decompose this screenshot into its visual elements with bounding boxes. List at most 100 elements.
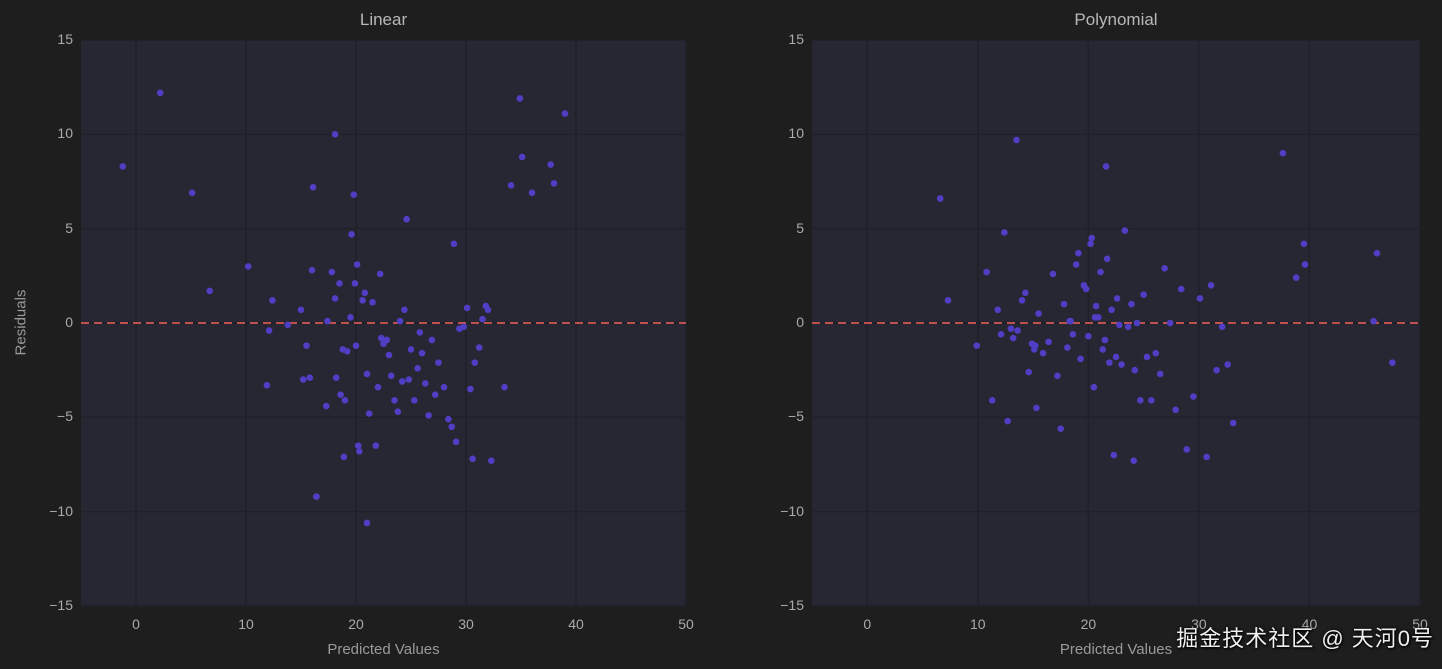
data-point (1106, 359, 1113, 366)
data-point (356, 447, 363, 455)
data-point (1090, 383, 1098, 391)
data-point (1013, 136, 1020, 144)
data-point (416, 329, 424, 336)
data-point (341, 397, 349, 404)
data-point (378, 334, 385, 342)
data-point (336, 280, 343, 287)
data-point (363, 519, 371, 527)
data-point (1118, 361, 1125, 368)
data-point (471, 359, 479, 366)
data-point (422, 380, 429, 387)
data-point (1137, 397, 1144, 404)
data-point (1099, 346, 1107, 353)
data-point (284, 321, 292, 329)
data-point (463, 304, 471, 312)
x-tick-label: 30 (458, 616, 474, 632)
y-tick-label: 10 (57, 125, 73, 142)
y-tick-label: −5 (57, 408, 73, 425)
data-point (1166, 319, 1174, 327)
data-point (1218, 323, 1226, 331)
y-axis-label-linear: Residuals (12, 289, 30, 356)
data-point (324, 317, 331, 325)
data-point (1113, 295, 1121, 302)
y-tick-label: −15 (780, 597, 804, 613)
data-point (1072, 261, 1080, 268)
data-point (1054, 372, 1061, 380)
data-point (944, 297, 952, 304)
data-point (1213, 366, 1220, 374)
y-tick-label: −5 (788, 408, 804, 425)
data-point (1032, 342, 1039, 349)
data-point (396, 317, 404, 325)
data-point (244, 263, 252, 270)
data-point (1035, 310, 1042, 317)
data-point (1102, 163, 1110, 170)
data-point (1370, 317, 1377, 325)
data-point (407, 346, 415, 353)
data-point (1088, 234, 1095, 242)
data-point (332, 374, 340, 382)
data-point (1143, 353, 1151, 361)
data-point (263, 381, 271, 389)
x-tick-label: 10 (238, 616, 254, 632)
data-point (988, 397, 996, 404)
data-point (363, 370, 371, 378)
data-point (994, 306, 1002, 314)
data-point (1033, 404, 1040, 412)
data-point (1091, 314, 1099, 321)
data-point (340, 453, 348, 461)
data-point (347, 314, 354, 321)
data-point (343, 348, 351, 355)
data-point (323, 402, 330, 410)
data-point (401, 306, 408, 314)
data-point (1108, 306, 1115, 314)
data-point (1101, 336, 1109, 344)
data-point (313, 493, 320, 500)
data-point (1049, 270, 1057, 278)
y-tick-label: 5 (796, 219, 804, 236)
chart-title-polynomial: Polynomial (1074, 10, 1158, 29)
data-point (475, 344, 483, 351)
data-point (1300, 240, 1308, 248)
data-point (348, 231, 355, 238)
data-point (403, 215, 410, 223)
data-point (265, 327, 273, 334)
data-point (206, 287, 213, 295)
y-tick-label: −15 (49, 597, 73, 613)
data-point (1007, 325, 1015, 332)
data-point (488, 457, 495, 465)
data-point (1172, 406, 1179, 414)
data-point (1069, 331, 1077, 338)
x-tick-label: 30 (1191, 616, 1207, 632)
data-point (469, 455, 476, 463)
data-point (1203, 453, 1210, 461)
data-point (425, 412, 432, 419)
data-point (1133, 319, 1141, 327)
data-point (303, 342, 310, 349)
data-point (352, 342, 360, 349)
data-point (351, 280, 359, 287)
y-tick-label: −10 (49, 502, 73, 519)
x-tick-label: 20 (348, 616, 364, 632)
data-point (1060, 300, 1068, 308)
data-point (1067, 317, 1074, 325)
data-point (369, 298, 376, 306)
data-point (331, 131, 339, 138)
data-point (299, 376, 307, 383)
data-point (1045, 338, 1052, 346)
data-point (405, 376, 413, 383)
scatter-linear (81, 89, 686, 527)
data-point (997, 331, 1005, 338)
data-point (1004, 417, 1011, 425)
data-point (431, 391, 439, 398)
data-point (156, 89, 164, 97)
data-point (1087, 240, 1094, 248)
y-tick-label: 10 (788, 125, 804, 142)
data-point (1156, 370, 1164, 378)
data-point (1121, 227, 1129, 234)
data-point (1025, 368, 1032, 376)
data-point (1279, 149, 1287, 157)
data-point (411, 397, 418, 404)
data-point (1085, 332, 1092, 340)
data-point (374, 383, 382, 391)
